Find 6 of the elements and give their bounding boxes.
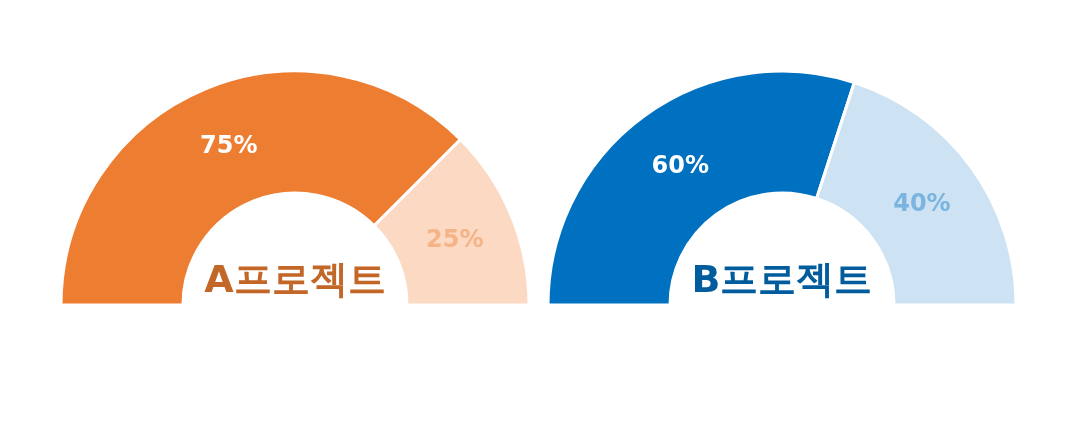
data-label: 75% <box>200 131 258 160</box>
data-label: 40% <box>893 189 951 218</box>
text: A프로젝트 <box>204 257 386 301</box>
text: B프로젝트 <box>691 257 873 301</box>
data-label: 60% <box>651 151 710 180</box>
data-label: 25% <box>426 224 484 253</box>
